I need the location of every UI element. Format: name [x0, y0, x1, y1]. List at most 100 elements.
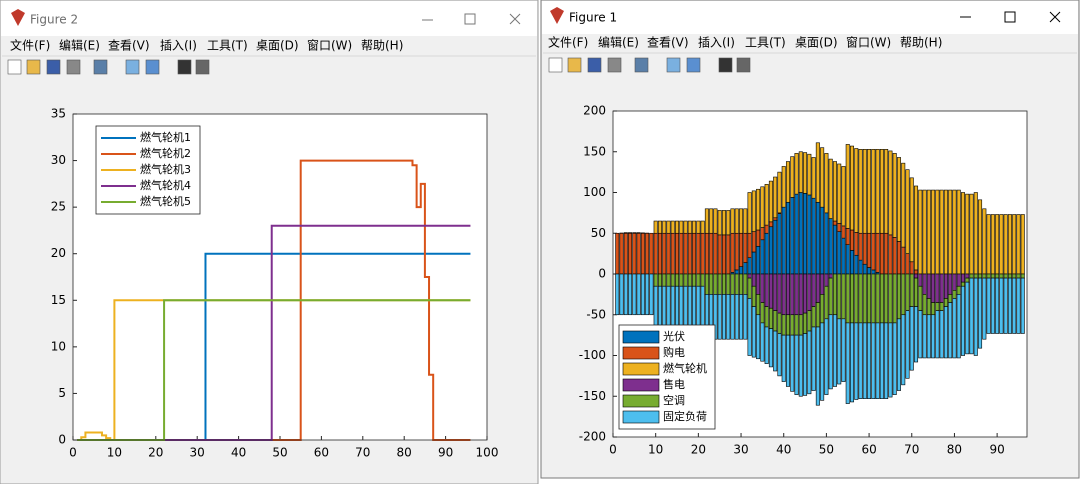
- toolbar-button[interactable]: [736, 57, 751, 73]
- bar-segment: [841, 318, 846, 382]
- menu-item[interactable]: 文件(F): [10, 38, 50, 53]
- bar-segment: [785, 161, 790, 203]
- legend-swatch: [622, 362, 660, 376]
- maximize-button[interactable]: [1004, 11, 1016, 23]
- window-title: Figure 1: [569, 11, 617, 25]
- bar-segment: [824, 273, 829, 287]
- menu-item[interactable]: 工具(T): [745, 36, 786, 50]
- bar-segment: [875, 149, 880, 234]
- bar-segment: [978, 273, 983, 279]
- bar-segment: [777, 312, 782, 334]
- menu-item[interactable]: 查看(V): [108, 39, 150, 53]
- toolbar-button[interactable]: [666, 57, 681, 73]
- bar-segment: [948, 294, 953, 303]
- bar-segment: [803, 312, 808, 334]
- bar-segment: [751, 306, 756, 358]
- bar-segment: [683, 273, 688, 287]
- bar-segment: [653, 273, 658, 287]
- menu-item[interactable]: 窗口(W): [307, 39, 352, 53]
- x-tick-label: 60: [314, 446, 329, 460]
- bar-segment: [901, 246, 906, 275]
- bar-segment: [670, 273, 675, 287]
- close-button[interactable]: [1049, 11, 1061, 23]
- menu-item[interactable]: 文件(F): [548, 35, 588, 50]
- menu-item[interactable]: 插入(I): [698, 36, 735, 50]
- bar-segment: [773, 273, 778, 311]
- bar-segment: [969, 277, 974, 355]
- bar-segment: [862, 149, 867, 234]
- bar-segment: [700, 285, 705, 328]
- bar-segment: [858, 232, 863, 261]
- bar-segment: [832, 220, 837, 226]
- bar-segment: [657, 273, 662, 287]
- bar-segment: [999, 273, 1004, 279]
- toolbar-button[interactable]: [7, 59, 22, 75]
- x-tick-label: 10: [107, 446, 122, 460]
- bar-segment: [790, 334, 795, 392]
- menu-item[interactable]: 查看(V): [647, 36, 689, 50]
- bar-segment: [781, 334, 786, 382]
- bar-segment: [982, 273, 987, 279]
- bar-segment: [675, 285, 680, 328]
- toolbar-button[interactable]: [686, 57, 701, 73]
- y-tick-label: 0: [598, 267, 606, 281]
- menu-item[interactable]: 窗口(W): [846, 36, 891, 50]
- toolbar-button[interactable]: [26, 59, 41, 75]
- toolbar-button[interactable]: [195, 59, 210, 75]
- bar-segment: [628, 273, 633, 316]
- bar-segment: [764, 273, 769, 307]
- bar-segment: [841, 273, 846, 320]
- bar-segment: [764, 184, 769, 226]
- toolbar-button[interactable]: [587, 57, 602, 73]
- menu-item[interactable]: 帮助(H): [900, 36, 942, 50]
- menu-item[interactable]: 工具(T): [207, 39, 248, 53]
- toolbar-button[interactable]: [177, 59, 192, 75]
- bar-segment: [850, 250, 855, 275]
- axes-box: [612, 110, 1028, 438]
- toolbar-button[interactable]: [548, 57, 563, 73]
- menu-item[interactable]: 编辑(E): [59, 38, 100, 53]
- app-icon: [11, 9, 25, 26]
- menu-item[interactable]: 帮助(H): [361, 39, 403, 53]
- bar-segment: [888, 234, 893, 275]
- toolbar-button[interactable]: [66, 59, 81, 75]
- bar-segment: [636, 232, 641, 234]
- bar-segment: [952, 189, 957, 275]
- series-line: [77, 159, 471, 441]
- bar-segment: [909, 306, 914, 371]
- bar-segment: [662, 285, 667, 328]
- bar-segment: [730, 294, 735, 340]
- toolbar-button[interactable]: [46, 59, 61, 75]
- bar-segment: [1007, 277, 1012, 334]
- toolbar-button[interactable]: [93, 59, 108, 75]
- bar-segment: [687, 285, 692, 328]
- bar-segment: [803, 273, 808, 314]
- menu-item[interactable]: 编辑(E): [598, 35, 639, 50]
- toolbar-button[interactable]: [634, 57, 649, 73]
- toolbar-button[interactable]: [145, 59, 160, 75]
- bar-segment: [717, 273, 722, 295]
- bar-segment: [751, 273, 756, 287]
- toolbar-button[interactable]: [567, 57, 582, 73]
- bar-segment: [832, 273, 837, 316]
- menu-item[interactable]: 桌面(D): [795, 36, 838, 50]
- bar-segment: [721, 234, 726, 275]
- close-button[interactable]: [509, 13, 521, 25]
- toolbar-button[interactable]: [718, 57, 733, 73]
- maximize-button[interactable]: [464, 13, 476, 25]
- bar-segment: [790, 156, 795, 198]
- bar-segment: [935, 189, 940, 275]
- bar-segment: [811, 326, 816, 391]
- bar-segment: [636, 232, 641, 275]
- bar-segment: [756, 314, 761, 360]
- menu-item[interactable]: 桌面(D): [256, 39, 299, 53]
- toolbar-button[interactable]: [125, 59, 140, 75]
- bar-segment: [756, 273, 761, 295]
- bar-segment: [704, 232, 709, 275]
- toolbar-button[interactable]: [607, 57, 622, 73]
- bar-segment: [739, 232, 744, 267]
- bar-segment: [798, 334, 803, 397]
- menu-item[interactable]: 插入(I): [160, 39, 197, 53]
- bar-segment: [939, 302, 944, 311]
- bar-segment: [943, 273, 948, 299]
